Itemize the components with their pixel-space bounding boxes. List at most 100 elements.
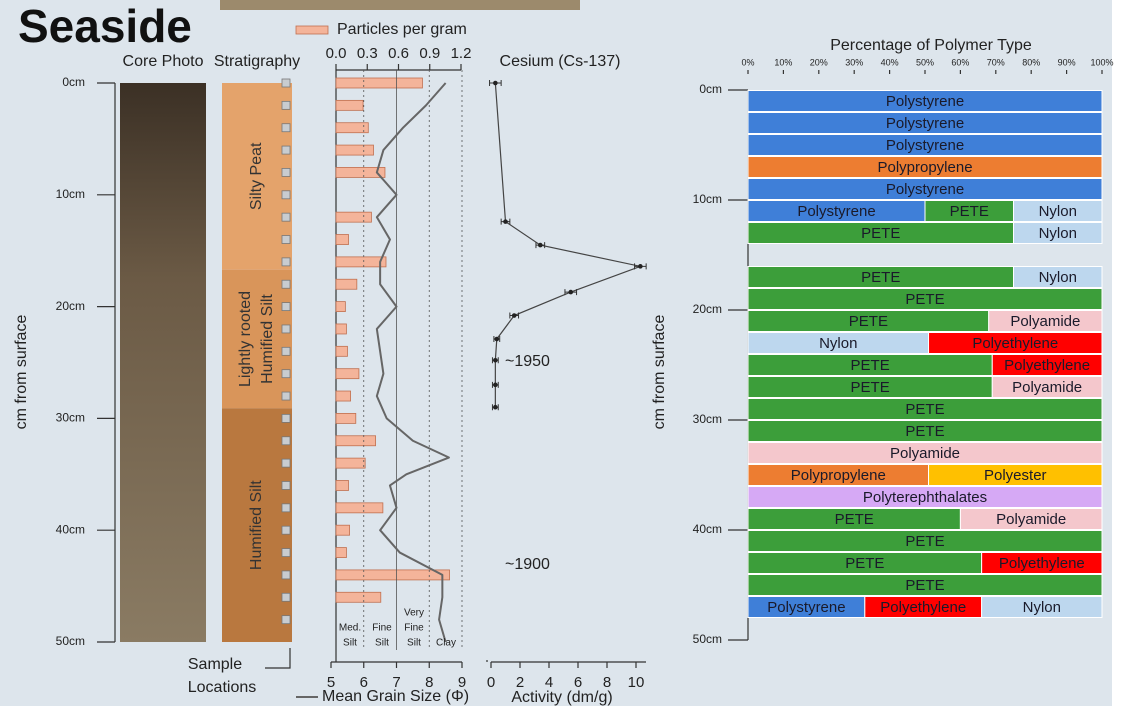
bar <box>336 302 345 312</box>
y-axis-label: cm from surface <box>13 315 30 430</box>
y-tick-label: 40cm <box>56 522 85 536</box>
layer-label: Silty Peat <box>248 142 265 210</box>
segment-label: Polyethylene <box>972 335 1058 352</box>
bar <box>336 212 371 222</box>
segment-label: PETE <box>861 269 900 286</box>
segment-label: Polyethylene <box>999 555 1085 572</box>
x-tick-label: 70% <box>987 57 1005 67</box>
segment-label: Polystyrene <box>767 599 845 616</box>
y-tick-label: 50cm <box>693 632 722 646</box>
y-tick-label: 20cm <box>56 299 85 313</box>
x-tick-label: 10 <box>628 674 645 691</box>
grain-class-label: Silt <box>407 638 421 649</box>
x-tick-label: 0.0 <box>326 45 347 62</box>
sample-location <box>282 414 290 422</box>
annotation: ~1900 <box>505 556 550 573</box>
segment-label: Polypropylene <box>877 159 972 176</box>
point <box>512 313 517 318</box>
point <box>503 219 508 224</box>
segment-label: PETE <box>905 291 944 308</box>
segment-label: Polypropylene <box>791 467 886 484</box>
y-tick-label: 10cm <box>56 187 85 201</box>
bar <box>336 346 347 356</box>
segment-label: PETE <box>861 225 900 242</box>
x-tick-label: 0.6 <box>388 45 409 62</box>
photo-label: Core Photo <box>123 53 204 70</box>
sample-label: Locations <box>188 679 257 696</box>
chart-title: Cesium (Cs-137) <box>500 53 621 70</box>
segment-label: Polyamide <box>1010 313 1080 330</box>
segment-label: PETE <box>905 577 944 594</box>
sample-label: Sample <box>188 656 242 673</box>
segment-label: Polyamide <box>890 445 960 462</box>
x-tick-label: 0% <box>741 57 754 67</box>
y-axis-label: cm from surface <box>651 315 668 430</box>
sample-location <box>282 303 290 311</box>
segment-label: Polystyrene <box>886 181 964 198</box>
bar <box>336 436 376 446</box>
grain-class-label: Silt <box>375 638 389 649</box>
sample-location <box>282 593 290 601</box>
grain-class-label: Fine <box>372 623 392 634</box>
annotation: ~1950 <box>505 353 550 370</box>
y-tick-label: 0cm <box>699 82 722 96</box>
point <box>493 383 498 388</box>
sample-location <box>282 236 290 244</box>
y-tick-label: 30cm <box>693 412 722 426</box>
chart-title: Percentage of Polymer Type <box>830 37 1032 54</box>
x-tick-label: 30% <box>845 57 863 67</box>
sample-location <box>282 213 290 221</box>
point <box>638 264 643 269</box>
point <box>493 81 498 86</box>
segment-label: Polyethylene <box>880 599 966 616</box>
segment-label: Polystyrene <box>797 203 875 220</box>
segment-label: Polystyrene <box>886 137 964 154</box>
bar <box>336 503 383 513</box>
sample-location <box>282 191 290 199</box>
x-axis-label: Activity (dm/g) <box>511 689 612 706</box>
bar <box>336 525 350 535</box>
segment-label: Nylon <box>1039 225 1077 242</box>
sample-location <box>282 549 290 557</box>
segment-label: PETE <box>851 357 890 374</box>
x-tick-label: 60% <box>951 57 969 67</box>
sample-location <box>282 504 290 512</box>
segment-label: PETE <box>905 423 944 440</box>
segment-label: PETE <box>835 511 874 528</box>
sample-location <box>282 146 290 154</box>
point <box>493 358 498 363</box>
layer-label: Humified Silt <box>248 480 265 570</box>
bar <box>336 235 349 245</box>
bar <box>336 458 365 468</box>
x-tick-label: 100% <box>1090 57 1113 67</box>
bar <box>336 548 346 558</box>
bar <box>336 78 422 88</box>
segment-label: Polystyrene <box>886 93 964 110</box>
grain-class-label: Fine <box>404 623 424 634</box>
segment-label: Nylon <box>1039 269 1077 286</box>
title: Seaside <box>18 0 192 52</box>
sample-location <box>282 168 290 176</box>
bar <box>336 413 356 423</box>
sample-location <box>282 325 290 333</box>
point <box>495 337 500 342</box>
sample-location <box>282 481 290 489</box>
sample-location <box>282 392 290 400</box>
segment-label: Nylon <box>819 335 857 352</box>
x-tick-label: 50% <box>916 57 934 67</box>
photo-strip <box>220 0 580 10</box>
grain-class-label: Very <box>404 608 424 619</box>
stratigraphy-label: Stratigraphy <box>214 53 300 70</box>
x-tick-label: 80% <box>1022 57 1040 67</box>
segment-label: Polyamide <box>1012 379 1082 396</box>
sample-location <box>282 124 290 132</box>
bar <box>336 324 346 334</box>
figure: SeasideCore Photo Stratigraphy 0cm 10cm 20cm… <box>0 0 1140 714</box>
x-tick-label: 1.2 <box>451 45 472 62</box>
segment-label: PETE <box>849 313 888 330</box>
segment-label: Polyamide <box>996 511 1066 528</box>
sample-location <box>282 347 290 355</box>
sample-location <box>282 616 290 624</box>
sample-location <box>282 437 290 445</box>
segment-label: PETE <box>845 555 884 572</box>
